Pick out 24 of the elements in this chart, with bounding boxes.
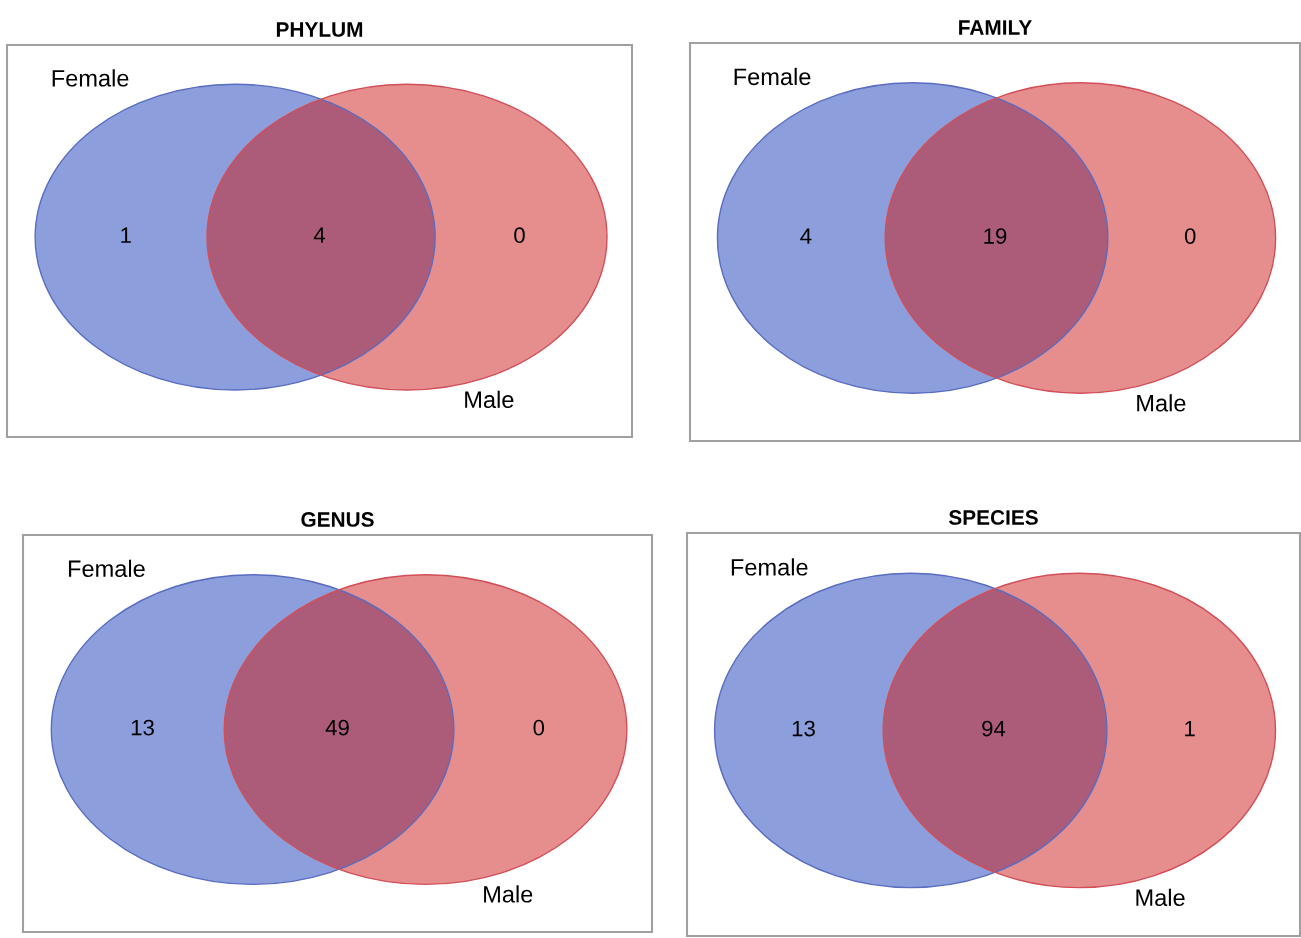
category-label: Female	[68, 559, 145, 578]
data-label: 0	[533, 719, 545, 736]
data-label: 1	[121, 227, 131, 243]
category-label: Female	[734, 67, 811, 86]
data-label: 1	[1185, 720, 1195, 737]
data-label: 94	[982, 720, 1006, 737]
category-label: Male	[1136, 888, 1185, 907]
text: FAMILY	[959, 20, 1032, 35]
data-label: 49	[325, 719, 349, 736]
text: PHYLUM	[276, 22, 363, 37]
category-label: Male	[465, 390, 514, 409]
data-label: 4	[800, 228, 812, 244]
data-label: 19	[984, 228, 1007, 244]
category-label: Female	[52, 69, 129, 87]
text: GENUS	[301, 512, 374, 527]
text: SPECIES	[948, 510, 1038, 525]
data-label: 0	[514, 227, 525, 244]
category-label: Female	[731, 558, 808, 576]
category-label: Male	[484, 885, 533, 903]
data-label: 4	[313, 227, 326, 243]
data-label: 13	[131, 719, 154, 736]
data-label: 0	[1184, 228, 1196, 244]
category-label: Male	[1137, 394, 1186, 412]
data-label: 13	[792, 720, 815, 737]
